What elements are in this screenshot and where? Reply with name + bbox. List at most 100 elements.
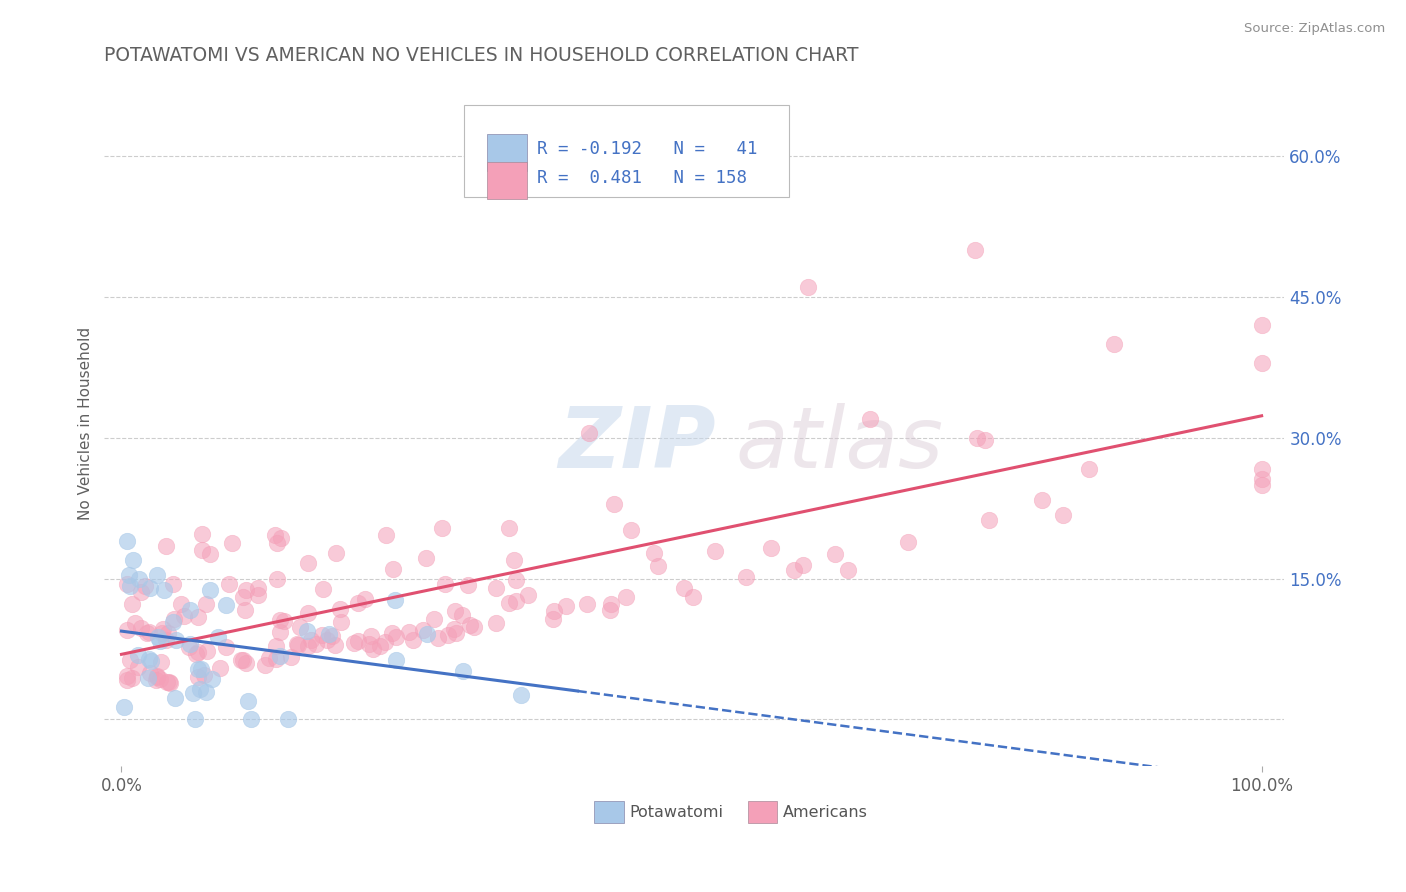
Point bbox=[318, 627, 340, 641]
Point bbox=[118, 568, 141, 582]
Point bbox=[138, 652, 160, 666]
Point bbox=[1077, 462, 1099, 476]
Point bbox=[1031, 493, 1053, 508]
Point bbox=[311, 628, 333, 642]
Point bbox=[150, 655, 173, 669]
Point bbox=[215, 640, 238, 654]
Point bbox=[184, 647, 207, 661]
Point bbox=[235, 656, 257, 670]
Point bbox=[614, 590, 637, 604]
Point bbox=[433, 577, 456, 591]
Point bbox=[232, 653, 254, 667]
Text: Potawatomi: Potawatomi bbox=[630, 805, 724, 820]
Point bbox=[285, 637, 308, 651]
Point bbox=[198, 582, 221, 597]
Y-axis label: No Vehicles in Household: No Vehicles in Household bbox=[79, 327, 93, 520]
Point bbox=[136, 626, 159, 640]
Point bbox=[443, 623, 465, 637]
Point bbox=[163, 612, 186, 626]
Point bbox=[437, 628, 460, 642]
Point bbox=[415, 627, 437, 641]
Point bbox=[236, 694, 259, 708]
Point bbox=[149, 633, 172, 648]
Point bbox=[190, 681, 212, 696]
Point bbox=[485, 581, 508, 595]
Point bbox=[157, 625, 180, 640]
Point bbox=[859, 412, 882, 426]
Point bbox=[360, 629, 382, 643]
Point bbox=[208, 661, 231, 675]
Point bbox=[578, 425, 600, 440]
Point bbox=[146, 668, 169, 682]
Point bbox=[138, 624, 160, 639]
Text: Americans: Americans bbox=[783, 805, 868, 820]
Point bbox=[485, 615, 508, 630]
Point bbox=[430, 521, 453, 535]
FancyBboxPatch shape bbox=[486, 134, 527, 171]
Point bbox=[129, 621, 152, 635]
Point bbox=[792, 558, 814, 572]
Point bbox=[136, 671, 159, 685]
Point bbox=[184, 713, 207, 727]
Point bbox=[191, 543, 214, 558]
Point bbox=[121, 598, 143, 612]
Point bbox=[207, 631, 229, 645]
Point bbox=[115, 623, 138, 637]
Point bbox=[329, 615, 352, 629]
Point bbox=[384, 592, 406, 607]
Point bbox=[173, 609, 195, 624]
Bar bbox=[595, 801, 624, 823]
Point bbox=[1250, 462, 1272, 476]
Point bbox=[756, 130, 779, 145]
Point bbox=[297, 606, 319, 620]
Point bbox=[112, 700, 135, 714]
Point bbox=[381, 625, 404, 640]
Point bbox=[503, 553, 526, 567]
Point bbox=[269, 624, 291, 639]
Point bbox=[977, 513, 1000, 527]
Point bbox=[134, 579, 156, 593]
Point bbox=[555, 599, 578, 614]
Point bbox=[1250, 477, 1272, 491]
Text: R = -0.192   N =   41: R = -0.192 N = 41 bbox=[537, 139, 758, 158]
Point bbox=[347, 634, 370, 648]
Point bbox=[131, 585, 153, 599]
Point bbox=[198, 547, 221, 561]
Point bbox=[280, 649, 302, 664]
Point bbox=[347, 596, 370, 610]
Point bbox=[295, 624, 318, 638]
Point bbox=[179, 603, 201, 617]
Point bbox=[277, 713, 299, 727]
Point bbox=[505, 593, 527, 607]
Point bbox=[287, 638, 309, 652]
Point bbox=[837, 563, 859, 577]
Point bbox=[195, 643, 218, 657]
Point bbox=[193, 668, 215, 682]
Point bbox=[179, 636, 201, 650]
Point bbox=[253, 658, 276, 673]
Point bbox=[402, 632, 425, 647]
Point bbox=[162, 577, 184, 591]
Point bbox=[384, 653, 406, 667]
Point bbox=[231, 653, 253, 667]
Point bbox=[165, 632, 187, 647]
Point bbox=[620, 524, 643, 538]
Point bbox=[354, 592, 377, 607]
Point bbox=[266, 536, 288, 550]
Point bbox=[187, 670, 209, 684]
Point bbox=[509, 688, 531, 702]
Point bbox=[145, 670, 167, 684]
Point bbox=[163, 690, 186, 705]
Point bbox=[297, 556, 319, 570]
Point bbox=[118, 652, 141, 666]
Point bbox=[128, 572, 150, 586]
Point bbox=[312, 582, 335, 596]
Point bbox=[141, 654, 163, 668]
Point bbox=[162, 615, 184, 630]
Point bbox=[734, 570, 756, 584]
Point bbox=[325, 546, 347, 560]
Point bbox=[145, 673, 167, 688]
Point bbox=[118, 579, 141, 593]
Point bbox=[153, 582, 176, 597]
Point bbox=[305, 637, 328, 651]
